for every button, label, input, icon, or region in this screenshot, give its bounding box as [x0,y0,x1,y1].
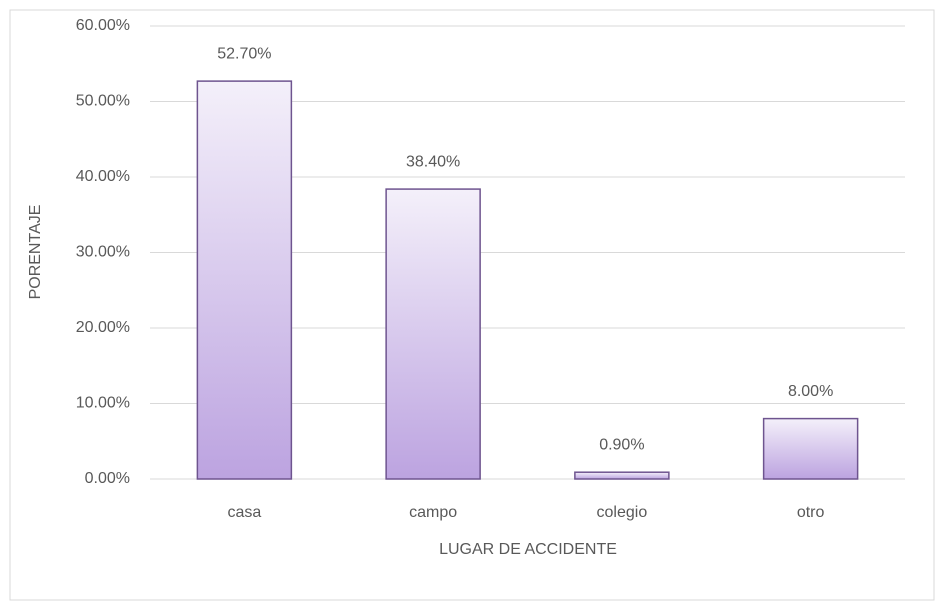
value-label: 0.90% [599,436,644,453]
bar [385,188,481,480]
y-tick-label: 60.00% [76,17,130,34]
y-tick-label: 20.00% [76,319,130,336]
x-tick-label: casa [227,504,261,521]
y-axis-label: PORENTAJE [27,205,44,300]
y-tick-label: 30.00% [76,244,130,261]
bar [196,80,293,480]
y-tick-label: 50.00% [76,93,130,110]
x-tick-label: campo [409,504,457,521]
x-axis-label: LUGAR DE ACCIDENTE [439,541,617,558]
value-label: 8.00% [788,383,833,400]
x-tick-label: colegio [597,504,648,521]
bar [762,417,859,480]
y-tick-label: 10.00% [76,395,130,412]
bar [574,471,670,480]
y-tick-label: 0.00% [85,470,130,487]
value-label: 38.40% [406,153,460,170]
x-tick-label: otro [797,504,825,521]
value-label: 52.70% [217,45,271,62]
y-tick-label: 40.00% [76,168,130,185]
